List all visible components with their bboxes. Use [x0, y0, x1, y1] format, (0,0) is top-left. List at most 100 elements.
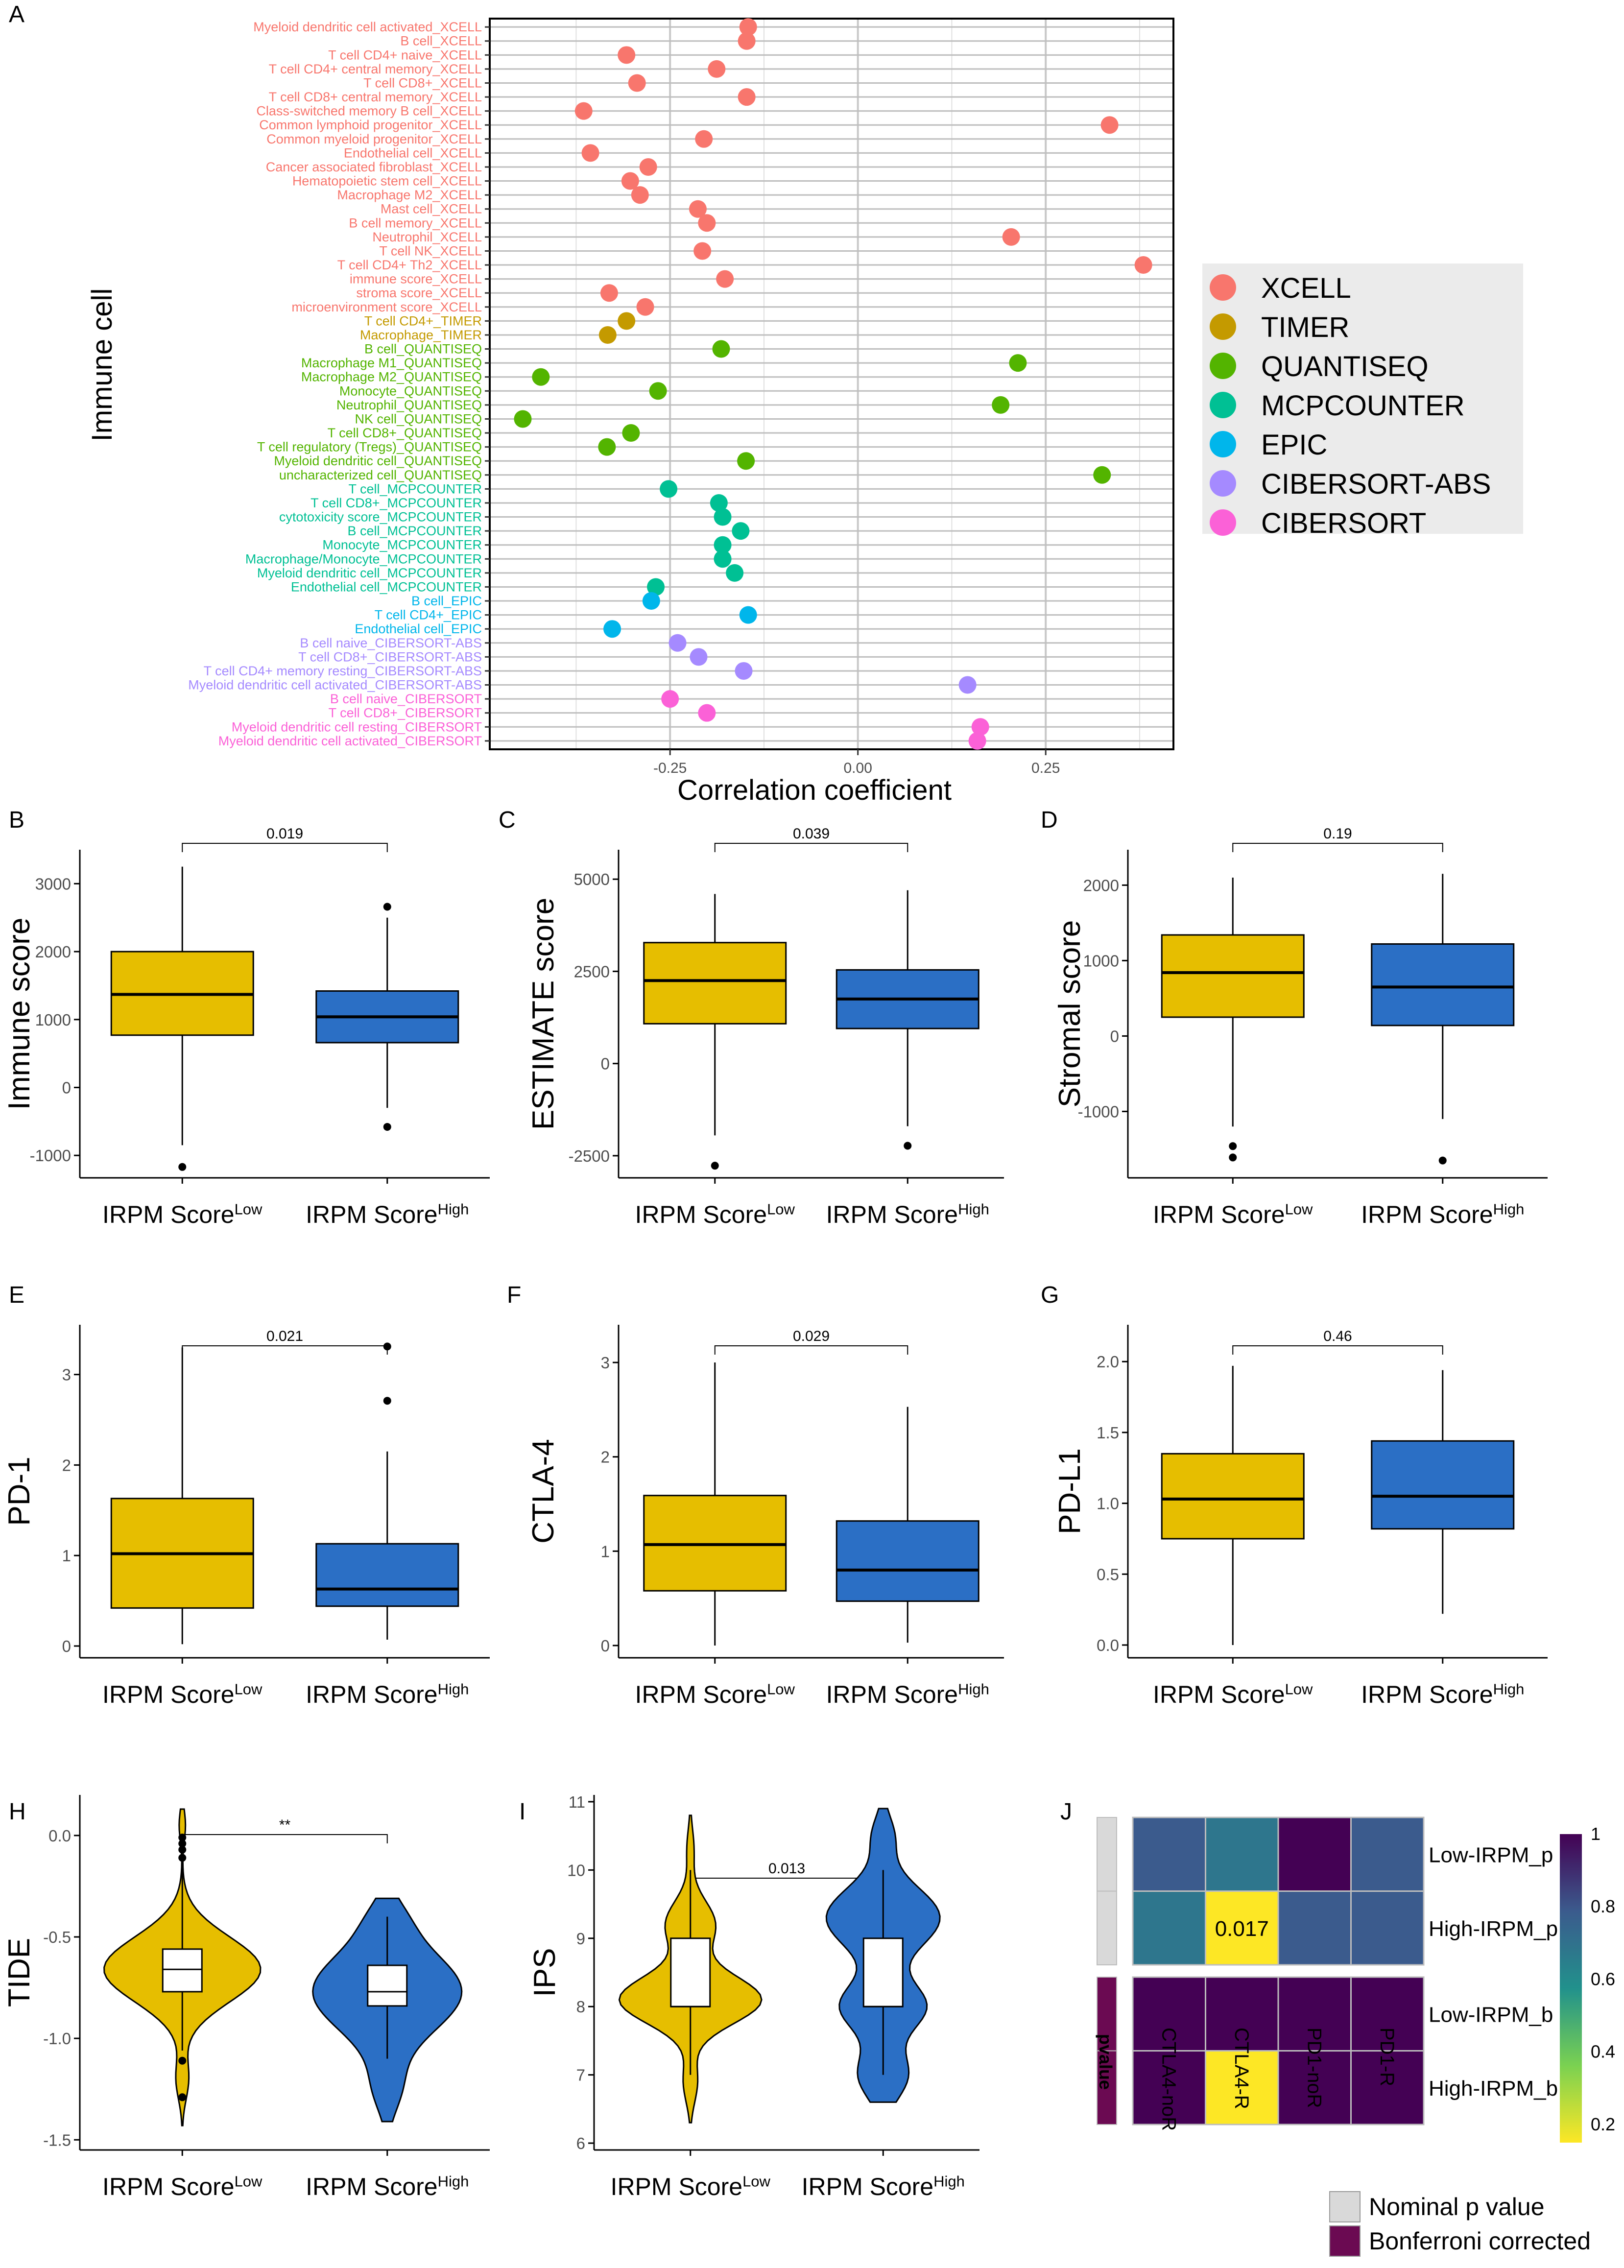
panel-a-point-17 — [1134, 256, 1152, 274]
panel-i-ips-violin: 6 7 8 9 10 11 IRPM ScoreLow IRPM ScoreHigh IPS 0.… — [528, 1793, 979, 2200]
panel-a-legend-key-2 — [1210, 353, 1236, 379]
panel-a-point-38 — [714, 550, 732, 568]
panel-f-p-value: 0.029 — [793, 1328, 830, 1344]
panel-a-y-tick-label-51: Myeloid dendritic cell activated_CIBERSO… — [218, 734, 482, 748]
panel-a-point-8 — [695, 130, 713, 148]
panel-a-point-33 — [660, 480, 678, 498]
panel-h-y-tick-label-3: -1.5 — [43, 2131, 71, 2149]
panel-a-point-48 — [661, 690, 679, 708]
panel-c-high-outlier-0 — [904, 1142, 912, 1150]
panel-b-x-tick-label-low: IRPM ScoreLow — [102, 1201, 263, 1229]
panel-a-point-34 — [710, 494, 728, 512]
panel-h-low-outlier-1 — [178, 1839, 187, 1848]
panel-a-point-43 — [603, 620, 621, 638]
panel-b-y-axis-title: Immune score — [2, 918, 36, 1110]
panel-d-significance-bracket — [1232, 843, 1443, 852]
panel-j-colorbar-tick-1: 0.8 — [1591, 1896, 1615, 1916]
panel-c-y-tick-label-2: 2500 — [574, 962, 610, 980]
panel-j-side-cell-1 — [1097, 1890, 1117, 1965]
panel-a-point-13 — [689, 200, 707, 218]
panel-a-y-tick-label-14: B cell memory_XCELL — [349, 215, 482, 230]
panel-a-point-29 — [622, 424, 640, 442]
panel-i-y-tick-label-5: 11 — [569, 1793, 585, 1811]
panel-j-column-label-1: CTLA4-R — [1231, 2028, 1252, 2109]
panel-j-legend-key-1 — [1329, 2225, 1361, 2257]
panel-a-point-16 — [693, 242, 712, 260]
panel-a-y-tick-label-43: Endothelial cell_EPIC — [355, 621, 482, 636]
panel-d-y-tick-label-0: -1000 — [1078, 1102, 1119, 1121]
panel-e-high-outlier-0 — [383, 1342, 391, 1351]
panel-g-p-value: 0.46 — [1323, 1328, 1352, 1344]
panel-a-y-tick-label-0: Myeloid dendritic cell activated_XCELL — [253, 20, 482, 34]
panel-j-cell-3-0 — [1132, 2050, 1206, 2125]
panel-label-a: A — [9, 1, 24, 27]
panel-a-y-tick-label-22: Macrophage_TIMER — [360, 328, 482, 342]
panel-a-y-tick-label-41: B cell_EPIC — [411, 594, 482, 608]
panel-c-estimate-score-boxplot: -2500 0 2500 5000 IRPM ScoreLow IRPM ScoreHig… — [526, 826, 1004, 1228]
panel-a-points — [514, 18, 1152, 750]
panel-j-cell-0-2 — [1277, 1816, 1352, 1892]
panel-d-x-tick-label-high: IRPM ScoreHigh — [1361, 1201, 1524, 1229]
panel-b-x-tick-label-high: IRPM ScoreHigh — [306, 1201, 469, 1229]
panel-d-high-outlier-0 — [1438, 1156, 1447, 1165]
panel-h-low-outlier-3 — [178, 1854, 187, 1862]
panel-a-point-14 — [698, 214, 716, 232]
panel-f-y-tick-label-3: 3 — [601, 1354, 610, 1372]
panel-e-x-tick-label-low: IRPM ScoreLow — [102, 1681, 263, 1709]
panel-j-cell-0-0 — [1132, 1816, 1206, 1892]
panel-a-y-tick-label-4: T cell CD8+_XCELL — [363, 75, 482, 90]
panel-a-frame — [489, 18, 1174, 750]
panel-a-legend-key-4 — [1210, 431, 1236, 457]
panel-a-y-tick-label-12: Macrophage M2_XCELL — [337, 188, 482, 202]
panel-c-low-outlier-0 — [711, 1162, 719, 1170]
panel-label-h: H — [9, 1799, 26, 1825]
panel-a-y-tick-label-8: Common myeloid progenitor_XCELL — [266, 132, 482, 146]
panel-a-y-tick-label-33: T cell_MCPCOUNTER — [348, 481, 482, 496]
panel-e-y-tick-label-0: 0 — [62, 1637, 71, 1655]
panel-g-x-tick-label-low: IRPM ScoreLow — [1153, 1681, 1313, 1709]
panel-a-x-tick-label-1: 0.00 — [843, 760, 872, 776]
panel-a-point-32 — [1093, 466, 1111, 484]
panel-i-low-box — [670, 1937, 711, 2007]
panel-a-y-tick-label-36: B cell_MCPCOUNTER — [347, 524, 482, 538]
panel-c-significance-bracket — [714, 843, 908, 852]
panel-j-colorbar: 1 0.8 0.6 0.4 0.2 — [1560, 1824, 1615, 2143]
panel-j-colorbar-bar — [1560, 1834, 1582, 2143]
panel-j-cell-2-2 — [1277, 1976, 1352, 2052]
panel-a-y-tick-label-35: cytotoxicity score_MCPCOUNTER — [279, 510, 482, 525]
panel-a-point-10 — [639, 158, 657, 176]
panel-g-x-tick-label-high: IRPM ScoreHigh — [1361, 1681, 1524, 1709]
panel-label-b: B — [9, 807, 24, 833]
panel-a-y-tick-label-40: Endothelial cell_MCPCOUNTER — [291, 579, 482, 594]
panel-j-cell-0-1 — [1205, 1816, 1279, 1892]
panel-h-y-tick-label-2: -1.0 — [43, 2029, 71, 2048]
panel-h-significance-bracket — [182, 1834, 388, 1843]
panel-a-legend-background — [1202, 263, 1523, 534]
panel-b-low-outlier-0 — [178, 1163, 187, 1171]
panel-a-y-tick-label-37: Monocyte_MCPCOUNTER — [322, 538, 482, 552]
panel-g-pdl1-boxplot: 0.0 0.5 1.0 1.5 2.0 IRPM ScoreLow IRPM ScoreHi… — [1053, 1325, 1548, 1708]
panel-i-y-axis-title: IPS — [528, 1948, 562, 1997]
panel-g-y-tick-label-0: 0.0 — [1097, 1636, 1119, 1654]
panel-g-y-tick-label-2: 1.0 — [1097, 1495, 1119, 1513]
panel-a-y-tick-label-26: Monocyte_QUANTISEQ — [339, 383, 482, 398]
panel-d-y-tick-label-3: 2000 — [1083, 876, 1119, 894]
panel-a-point-37 — [714, 536, 732, 554]
panel-g-high-box — [1371, 1440, 1515, 1530]
panel-a-point-31 — [737, 452, 755, 470]
panel-j-heatmap: 0.017 pvalue Low-IRPM_pHigh-IRPM_pLow-IR… — [1096, 1816, 1615, 2257]
panel-a-y-tick-label-19: stroma score_XCELL — [356, 286, 482, 300]
panel-e-x-tick-label-high: IRPM ScoreHigh — [306, 1681, 469, 1709]
panel-a-y-tick-label-1: B cell_XCELL — [400, 34, 482, 48]
panel-a-legend-label-3: MCPCOUNTER — [1261, 390, 1465, 422]
panel-d-y-axis-title: Stromal score — [1053, 920, 1087, 1107]
panel-a-point-20 — [636, 298, 654, 316]
panel-b-immune-score-boxplot: -1000 0 1000 2000 3000 IRPM ScoreLow IRPM Scor… — [2, 826, 490, 1228]
panel-a-legend-label-0: XCELL — [1261, 272, 1351, 304]
panel-a-legend-key-0 — [1210, 274, 1236, 301]
panel-e-y-tick-label-1: 1 — [62, 1547, 71, 1565]
panel-a-y-tick-label-27: Neutrophil_QUANTISEQ — [336, 398, 482, 412]
panel-j-row-label-2: Low-IRPM_b — [1429, 2003, 1553, 2027]
panel-h-low-outlier-0 — [178, 1834, 187, 1841]
panel-d-y-tick-label-2: 1000 — [1083, 952, 1119, 970]
